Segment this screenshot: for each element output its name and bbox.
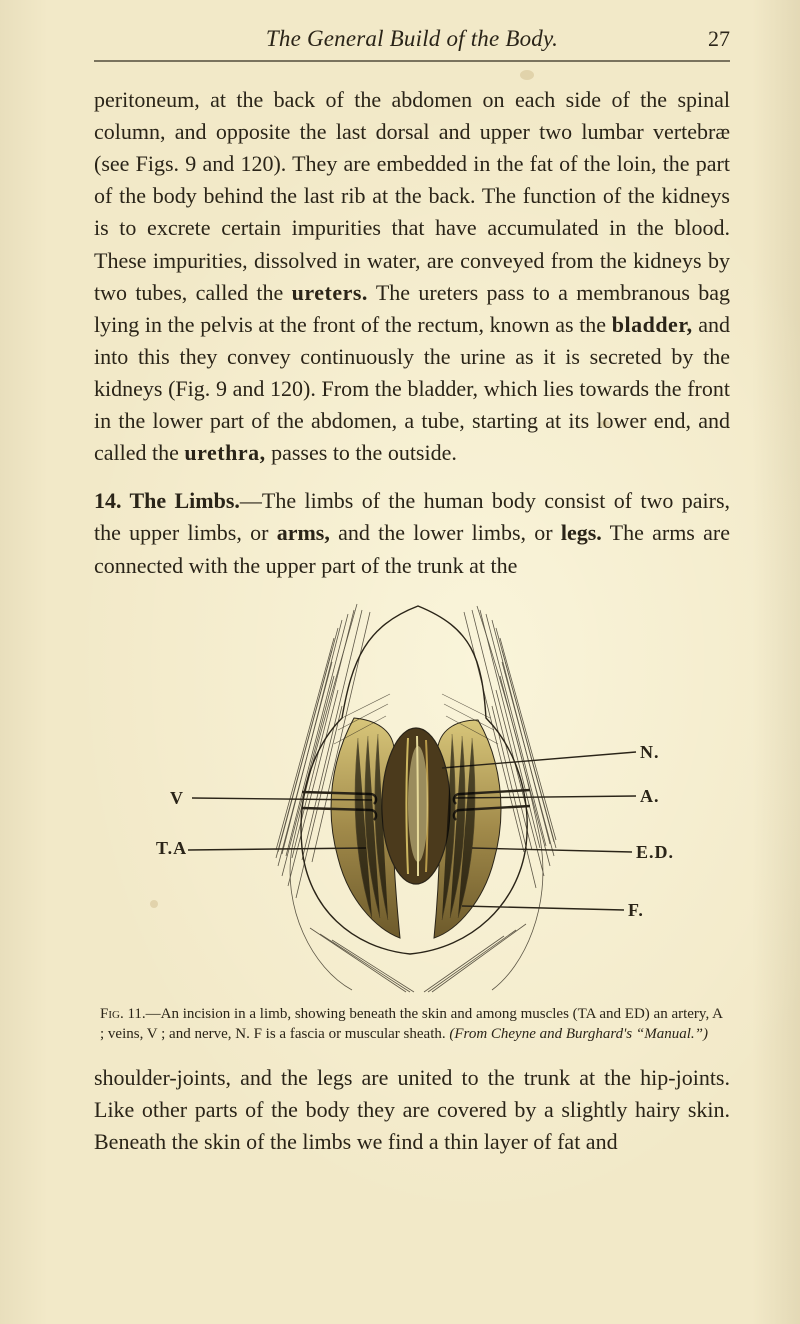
caption-lead: Fig. 11. <box>100 1006 146 1022</box>
figure-label-a: A. <box>640 786 660 807</box>
figure-caption: Fig. 11.—An incision in a limb, showing … <box>100 1004 724 1045</box>
figure-svg <box>142 598 682 998</box>
figure-label-f: F. <box>628 900 644 921</box>
figure-label-v: V <box>170 788 184 809</box>
p1-text-d: passes to the outside. <box>266 440 457 465</box>
term-bladder: bladder, <box>612 312 693 337</box>
figure-label-ed: E.D. <box>636 842 674 863</box>
p2-text-b: and the lower limbs, or <box>330 520 561 545</box>
page-number: 27 <box>690 26 730 52</box>
paragraph-1: peritoneum, at the back of the abdomen o… <box>94 84 730 469</box>
term-ureters: ureters. <box>292 280 368 305</box>
term-urethra: urethra, <box>184 440 265 465</box>
caption-source: (From Cheyne and Burghard's “Manual.”) <box>449 1026 708 1042</box>
running-title: The General Build of the Body. <box>134 26 690 52</box>
figure-label-n: N. <box>640 742 660 763</box>
figure-label-ta: T.A <box>156 838 187 859</box>
running-head: The General Build of the Body. 27 <box>94 26 730 52</box>
p1-text-a: peritoneum, at the back of the abdomen o… <box>94 87 730 305</box>
term-arms: arms, <box>277 520 330 545</box>
book-page: The General Build of the Body. 27 perito… <box>0 0 800 1324</box>
section-14-lead: 14. The Limbs. <box>94 488 240 513</box>
header-rule <box>94 60 730 62</box>
paragraph-2: 14. The Limbs.—The limbs of the human bo… <box>94 485 730 581</box>
term-legs: legs. <box>561 520 602 545</box>
paragraph-3: shoulder-joints, and the legs are united… <box>94 1062 730 1158</box>
figure-11: V T.A N. A. E.D. F. <box>142 598 682 998</box>
